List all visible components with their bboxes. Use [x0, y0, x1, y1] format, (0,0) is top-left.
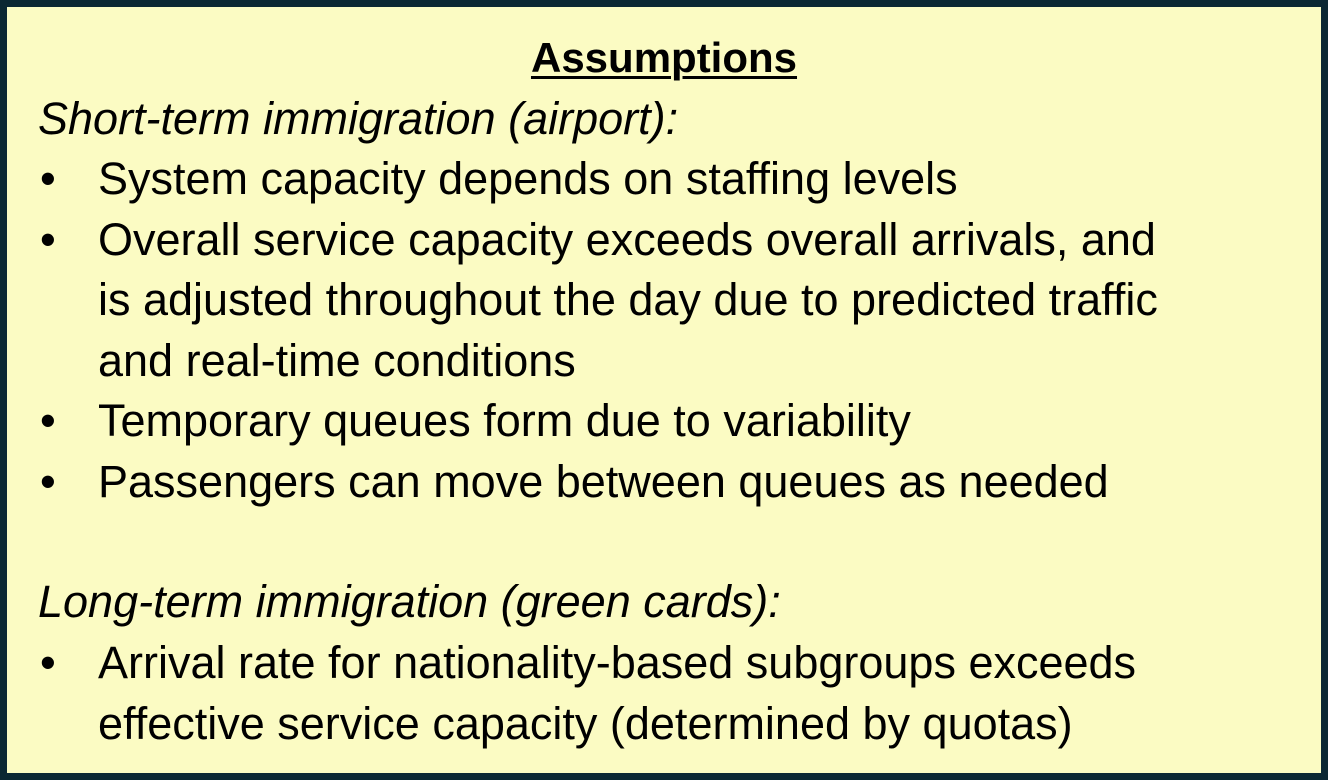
- list-item-text: Overall service capacity exceeds overall…: [98, 213, 1156, 265]
- bullet-icon: •: [40, 395, 56, 446]
- bullet-icon: •: [40, 213, 56, 265]
- list-item-text: and real-time conditions: [98, 334, 576, 386]
- bullet-icon: •: [40, 455, 56, 507]
- list-item-text: Passengers can move between queues as ne…: [98, 455, 1109, 507]
- section-heading-long-term: Long-term immigration (green cards):: [38, 576, 781, 627]
- list-item: • Temporary queues form due to variabili…: [38, 391, 1158, 452]
- assumptions-panel: Assumptions Short-term immigration (airp…: [7, 7, 1321, 773]
- list-item: • Passengers can move between queues as …: [38, 452, 1158, 513]
- section-heading-short-term: Short-term immigration (airport):: [38, 93, 679, 144]
- bullet-list-long-term: • Arrival rate for nationality-based sub…: [38, 633, 1136, 754]
- list-item-text: Temporary queues form due to variability: [98, 395, 911, 446]
- list-item-text: is adjusted throughout the day due to pr…: [98, 274, 1158, 325]
- bullet-icon: •: [40, 153, 56, 204]
- list-item: • Arrival rate for nationality-based sub…: [38, 633, 1136, 754]
- list-item-text: Arrival rate for nationality-based subgr…: [98, 637, 1137, 688]
- list-item: • Overall service capacity exceeds overa…: [38, 210, 1158, 392]
- bullet-list-short-term: • System capacity depends on staffing le…: [38, 149, 1158, 512]
- list-item-text: System capacity depends on staffing leve…: [98, 153, 958, 204]
- list-item: • System capacity depends on staffing le…: [38, 149, 1158, 210]
- bullet-icon: •: [40, 637, 56, 688]
- list-item-text: effective service capacity (determined b…: [98, 697, 1073, 749]
- page-title: Assumptions: [530, 34, 798, 81]
